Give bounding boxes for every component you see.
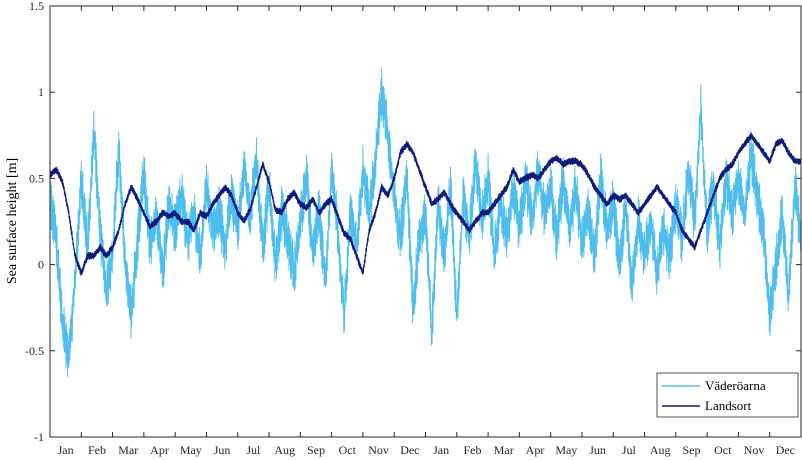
x-tick-label: Dec — [400, 443, 419, 457]
x-tick-label: Sep — [307, 443, 325, 457]
x-tick-label: Jul — [622, 443, 637, 457]
series-line-landsort — [49, 132, 802, 276]
x-tick-label: Jul — [246, 443, 261, 457]
legend-label-vaderoarna: Väderöarna — [705, 378, 766, 393]
x-tick-label: Oct — [714, 443, 732, 457]
x-tick-label: Dec — [776, 443, 795, 457]
x-tick-label: May — [180, 443, 202, 457]
y-tick-label: -1 — [34, 430, 44, 444]
x-tick-label: Jan — [433, 443, 449, 457]
x-tick-label: Jun — [214, 443, 231, 457]
x-tick-label: Nov — [744, 443, 765, 457]
y-tick-label: -0.5 — [25, 344, 44, 358]
x-tick-label: Aug — [274, 443, 295, 457]
series-layer — [49, 68, 802, 378]
x-tick-label: May — [555, 443, 577, 457]
series-line-vaderoarna — [49, 68, 802, 378]
y-tick-label: 1 — [38, 85, 44, 99]
x-tick-label: Apr — [526, 443, 545, 457]
legend: Väderöarna Landsort — [656, 372, 799, 418]
x-tick-label: Sep — [682, 443, 700, 457]
x-tick-label: Feb — [88, 443, 106, 457]
x-tick-label: Oct — [339, 443, 357, 457]
plot-frame — [49, 5, 802, 438]
x-tick-label: Nov — [368, 443, 389, 457]
y-axis-ticks: -1 -0.5 0 0.5 1 1.5 — [25, 0, 801, 444]
y-tick-label: 0.5 — [29, 171, 44, 185]
y-tick-label: 0 — [38, 258, 44, 272]
legend-label-landsort: Landsort — [705, 398, 752, 413]
x-tick-label: Aug — [650, 443, 671, 457]
x-tick-label: Mar — [494, 443, 514, 457]
legend-box — [656, 372, 799, 418]
x-tick-label: Mar — [118, 443, 138, 457]
y-tick-label: 1.5 — [29, 0, 44, 13]
x-tick-label: Jun — [589, 443, 606, 457]
x-tick-label: Apr — [150, 443, 169, 457]
y-axis-title: Sea surface height [m] — [5, 158, 20, 284]
x-tick-label: Feb — [463, 443, 481, 457]
x-tick-label: Jan — [58, 443, 74, 457]
